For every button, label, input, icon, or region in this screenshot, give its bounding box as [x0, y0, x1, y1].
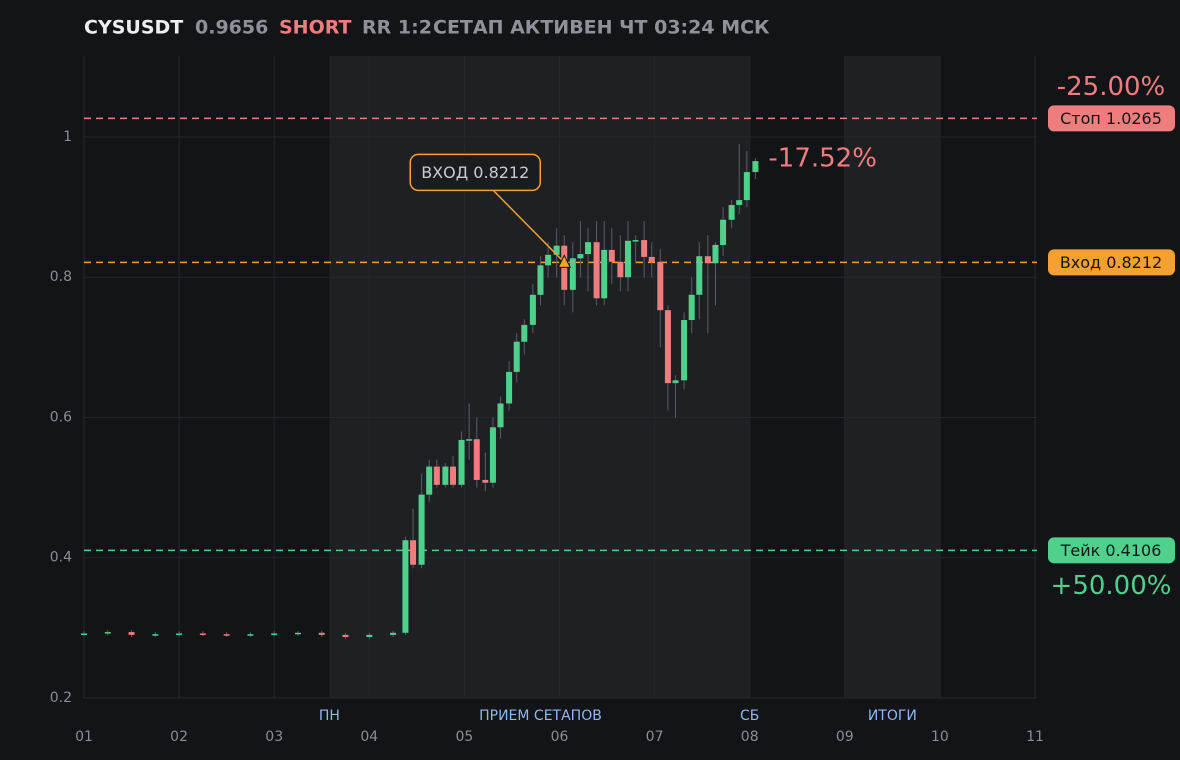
- candle-body: [366, 634, 373, 637]
- candle-body: [466, 439, 473, 441]
- candle-body: [199, 633, 206, 635]
- candle-body: [342, 634, 349, 637]
- candle-body: [601, 249, 608, 299]
- level-change: -25.00%: [1057, 72, 1166, 102]
- candle-body: [648, 256, 655, 262]
- candle-body: [664, 310, 671, 384]
- candle-body: [553, 245, 560, 255]
- candle-body: [390, 632, 397, 635]
- y-tick-label: 0.4: [50, 550, 72, 566]
- candle-body: [696, 256, 703, 295]
- y-tick-label: 0.2: [50, 690, 72, 706]
- x-tick-label: 07: [646, 729, 664, 745]
- candle-body: [672, 380, 679, 384]
- candle-body: [489, 427, 496, 483]
- x-tick-label: 06: [551, 729, 569, 745]
- candle-body: [688, 294, 695, 321]
- x-tick-label: 05: [455, 729, 473, 745]
- x-tick-label: 11: [1026, 729, 1044, 745]
- candle-body: [617, 261, 624, 278]
- candle-body: [529, 294, 536, 325]
- candle-body: [497, 403, 504, 428]
- candle-body: [506, 371, 513, 404]
- level-tag: [1048, 105, 1175, 132]
- candle-body: [176, 633, 183, 635]
- candle-body: [433, 466, 440, 485]
- candle-body: [318, 632, 325, 635]
- y-tick-label: 0.6: [50, 409, 72, 425]
- level-label: Вход 0.8212: [1060, 253, 1162, 272]
- x-tick-label: 01: [75, 729, 93, 745]
- level-label: Стоп 1.0265: [1060, 109, 1162, 128]
- x-tick-label: 09: [836, 729, 854, 745]
- candle-body: [537, 265, 544, 295]
- entry-triangle: [557, 254, 572, 268]
- candle-body: [128, 632, 135, 635]
- level-label: Тейк 0.4106: [1060, 541, 1162, 560]
- candle-body: [632, 240, 639, 242]
- candle-body: [624, 240, 631, 278]
- candle-body: [641, 240, 648, 257]
- entry-box: [409, 153, 542, 192]
- level-tag: [1048, 249, 1175, 276]
- candle-body: [482, 479, 489, 483]
- candle-body: [657, 261, 664, 311]
- candle-body: [585, 242, 592, 255]
- candle-body: [104, 632, 111, 634]
- candle-body: [426, 466, 433, 495]
- candle-body: [418, 494, 425, 565]
- session-label: ПН: [319, 708, 340, 724]
- candle-body: [569, 258, 576, 290]
- candle-body: [81, 633, 87, 635]
- candle-body: [473, 439, 480, 480]
- symbol: CYSUSDT: [84, 17, 183, 39]
- y-tick-label: 0.8: [50, 269, 72, 285]
- level-tag: [1048, 537, 1175, 564]
- y-tick-label: 1: [63, 129, 72, 145]
- candle-body: [752, 161, 759, 173]
- risk-reward: RR 1:2: [362, 17, 432, 39]
- x-tick-label: 04: [360, 729, 378, 745]
- candle-body: [545, 254, 552, 266]
- candle-body: [271, 633, 278, 635]
- candle-body: [577, 254, 584, 259]
- candle-body: [608, 249, 615, 262]
- last-change: -17.52%: [768, 144, 877, 174]
- candle-body: [704, 256, 711, 264]
- candle-body: [247, 634, 254, 636]
- candle-body: [720, 219, 727, 245]
- level-change: +50.00%: [1051, 571, 1172, 601]
- x-tick-label: 10: [931, 729, 949, 745]
- session-label: ИТОГИ: [868, 708, 917, 724]
- candle-body: [449, 466, 456, 485]
- entry-pointer: [492, 189, 565, 263]
- entry-label: ВХОД 0.8212: [421, 163, 529, 182]
- candle-body: [593, 242, 600, 299]
- side: SHORT: [279, 17, 352, 39]
- candle-body: [402, 540, 409, 633]
- session-region: [844, 56, 940, 698]
- price: 0.9656: [195, 17, 268, 39]
- candle-body: [410, 540, 417, 565]
- candle-body: [712, 244, 719, 264]
- session-label: СБ: [740, 708, 759, 724]
- session-label: ПРИЕМ СЕТАПОВ: [479, 708, 602, 724]
- candle-body: [736, 200, 743, 206]
- candle-body: [521, 324, 528, 342]
- candle-body: [152, 634, 159, 636]
- candle-body: [728, 205, 735, 220]
- status: СЕТАП АКТИВЕН ЧТ 03:24 МСК: [433, 17, 770, 39]
- candle-body: [743, 172, 750, 201]
- x-tick-label: 03: [265, 729, 283, 745]
- candle-body: [681, 320, 688, 381]
- candle-body: [294, 632, 301, 635]
- candle-body: [442, 466, 449, 485]
- candle-body: [513, 341, 520, 372]
- candle-body: [223, 634, 230, 636]
- candle-body: [458, 439, 465, 485]
- x-tick-label: 02: [170, 729, 188, 745]
- x-tick-label: 08: [741, 729, 759, 745]
